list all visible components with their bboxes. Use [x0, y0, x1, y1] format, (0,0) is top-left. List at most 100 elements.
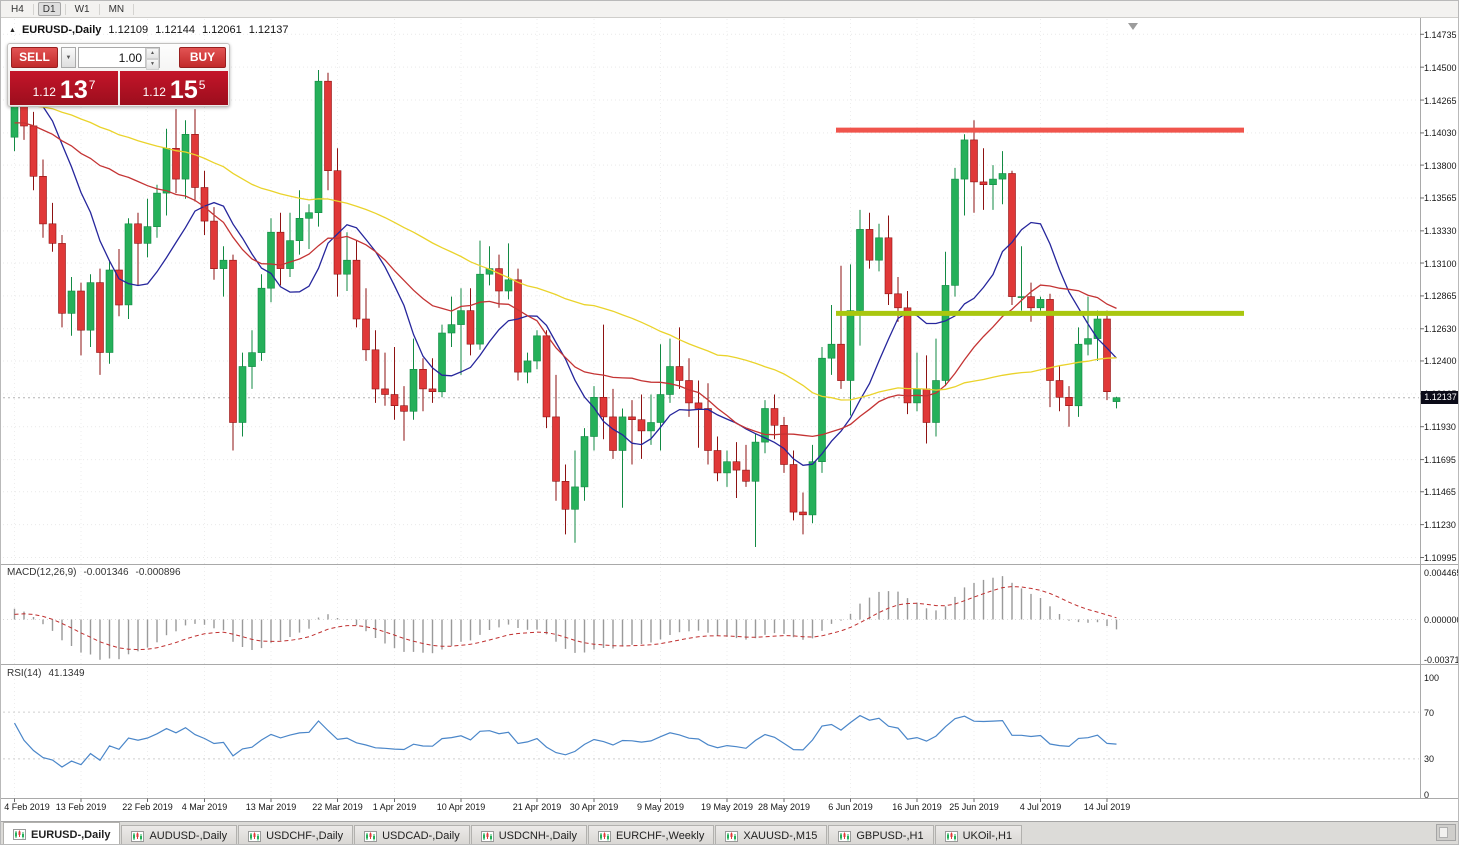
buy-price-prefix: 1.12	[142, 85, 166, 99]
timeframe-button-d1[interactable]: D1	[37, 2, 61, 16]
macd-label: MACD(12,26,9) -0.001346 -0.000896	[7, 567, 181, 578]
scroll-to-end-icon[interactable]	[1128, 23, 1138, 30]
rsi-axis-label: 0	[1424, 789, 1430, 800]
buy-button[interactable]: BUY	[179, 47, 226, 68]
date-axis-label: 6 Jun 2019	[828, 802, 873, 812]
rsi-value: 41.1349	[48, 668, 85, 679]
one-click-trading-panel: SELL ▼ ▲ ▼ BUY 1.12 13 7 1.12 15 5	[7, 43, 230, 107]
collapse-triangle-icon[interactable]: ▲	[9, 26, 16, 34]
tab-label: USDCNH-,Daily	[498, 830, 577, 842]
date-axis-label: 19 May 2019	[700, 802, 754, 812]
volume-dropdown-button[interactable]: ▼	[61, 47, 76, 68]
rsi-label: RSI(14) 41.1349	[7, 668, 85, 679]
mini-chart-icon	[364, 830, 378, 842]
date-axis-label: 14 Jul 2019	[1083, 802, 1131, 812]
chart-tabs-bar: EURUSD-,Daily AUDUSD-,Daily USDCHF-,Daily U…	[1, 821, 1458, 844]
price-axis-label: 1.13100	[1424, 258, 1457, 269]
timeframe-button-mn[interactable]: MN	[108, 4, 125, 15]
tab-label: GBPUSD-,H1	[856, 830, 924, 842]
mini-chart-icon	[944, 830, 958, 842]
date-axis[interactable]: 4 Feb 2019 13 Feb 2019 22 Feb 2019 4 Mar 20…	[1, 801, 1420, 818]
current-price-value: 1.12137	[1424, 392, 1457, 403]
date-axis-label: 1 Apr 2019	[372, 802, 417, 812]
price-axis-label: 1.11230	[1424, 520, 1456, 531]
buy-price-pips: 15	[169, 76, 198, 104]
date-axis-label: 4 Feb 2019	[4, 802, 50, 812]
price-axis-label: 1.14030	[1424, 128, 1457, 139]
price-axis[interactable]: 1.14735 1.14500 1.14265 1.14030 1.13800 1.135…	[1421, 1, 1459, 821]
date-axis-label: 22 Feb 2019	[122, 802, 173, 812]
chart-tab-audusd[interactable]: AUDUSD-,Daily	[121, 825, 238, 844]
price-axis-label: 1.10995	[1424, 553, 1457, 563]
chart-tab-usdchf[interactable]: USDCHF-,Daily	[238, 825, 354, 844]
date-axis-label: 21 Apr 2019	[512, 802, 562, 812]
volume-down-icon[interactable]: ▼	[146, 59, 159, 70]
tab-label: USDCHF-,Daily	[266, 830, 344, 842]
price-axis-label: 1.11930	[1424, 422, 1456, 433]
tab-label: UKOil-,H1	[962, 830, 1013, 842]
ohlc-low: 1.12061	[201, 24, 242, 36]
date-axis-label: 13 Feb 2019	[55, 802, 107, 812]
date-axis-label: 22 Mar 2019	[312, 802, 363, 812]
tab-label: AUDUSD-,Daily	[149, 830, 228, 842]
chart-tab-eurusd[interactable]: EURUSD-,Daily	[3, 822, 121, 844]
toolbar-separator	[64, 3, 66, 15]
chart-tab-usdcad[interactable]: USDCAD-,Daily	[354, 825, 470, 844]
price-axis-label: 1.13565	[1424, 193, 1457, 204]
toolbar-separator	[133, 3, 135, 15]
chart-ohlc-header: ▲ EURUSD-,Daily 1.12109 1.12144 1.12061 …	[9, 24, 288, 36]
price-axis-label: 1.12400	[1424, 356, 1457, 367]
rsi-panel-canvas[interactable]	[1, 666, 1420, 797]
rsi-axis-label: 100	[1424, 672, 1440, 683]
chart-tab-eurchf[interactable]: EURCHF-,Weekly	[587, 825, 715, 844]
timeframe-button-h4[interactable]: H4	[11, 4, 24, 15]
macd-signal-value: -0.000896	[135, 567, 181, 578]
symbol-title: EURUSD-,Daily	[21, 24, 102, 36]
date-axis-label: 9 May 2019	[636, 802, 685, 812]
timeframe-button-w1[interactable]: W1	[74, 4, 90, 15]
volume-spinner: ▲ ▼	[145, 48, 159, 70]
chart-tab-ukoil[interactable]: UKOil-,H1	[934, 825, 1023, 844]
tabbar-scrollbar[interactable]	[1436, 824, 1456, 841]
panel-splitter-rsi[interactable]	[1, 662, 1420, 667]
price-axis-label: 1.14500	[1424, 62, 1457, 73]
price-axis-label: 1.13800	[1424, 160, 1457, 171]
ohlc-open: 1.12109	[108, 24, 149, 36]
chart-tab-gbpusd[interactable]: GBPUSD-,H1	[828, 825, 934, 844]
macd-axis-label: 0.000000	[1424, 614, 1459, 625]
price-axis-label: 1.14735	[1424, 29, 1457, 40]
tabbar-scrollbar-thumb[interactable]	[1439, 827, 1448, 838]
chart-tab-usdcnh[interactable]: USDCNH-,Daily	[470, 825, 587, 844]
macd-panel-canvas[interactable]	[1, 566, 1420, 663]
mini-chart-icon	[838, 830, 852, 842]
date-axis-label: 25 Jun 2019	[949, 802, 999, 812]
mini-chart-icon	[480, 830, 494, 842]
chart-tab-xauusd[interactable]: XAUUSD-,M15	[715, 825, 828, 844]
mini-chart-icon	[725, 830, 739, 842]
sell-button[interactable]: SELL	[11, 47, 58, 68]
sell-price-point: 7	[88, 78, 96, 92]
tab-label: XAUUSD-,M15	[743, 830, 818, 842]
sell-price-prefix: 1.12	[32, 85, 56, 99]
buy-price-point: 5	[198, 78, 206, 92]
rsi-name: RSI(14)	[7, 668, 42, 679]
sell-price-pips: 13	[59, 76, 88, 104]
timeframe-toolbar: H4 D1 W1 MN	[1, 1, 1458, 18]
volume-up-icon[interactable]: ▲	[146, 48, 159, 59]
macd-name: MACD(12,26,9)	[7, 567, 77, 578]
tab-label: EURUSD-,Daily	[31, 828, 111, 841]
date-axis-label: 30 Apr 2019	[569, 802, 619, 812]
volume-input[interactable]	[78, 47, 160, 68]
buy-price-button[interactable]: 1.12 15 5	[120, 71, 228, 105]
tab-label: USDCAD-,Daily	[382, 830, 460, 842]
ohlc-close: 1.12137	[248, 24, 289, 36]
sell-price-button[interactable]: 1.12 13 7	[10, 71, 118, 105]
toolbar-separator	[98, 3, 100, 15]
mini-chart-icon	[13, 829, 26, 840]
ohlc-high: 1.12144	[155, 24, 195, 36]
panel-splitter-macd[interactable]	[1, 562, 1420, 567]
mini-chart-icon	[248, 830, 262, 842]
macd-axis-label: -0.003717	[1424, 654, 1458, 665]
date-axis-label: 10 Apr 2019	[436, 802, 486, 812]
